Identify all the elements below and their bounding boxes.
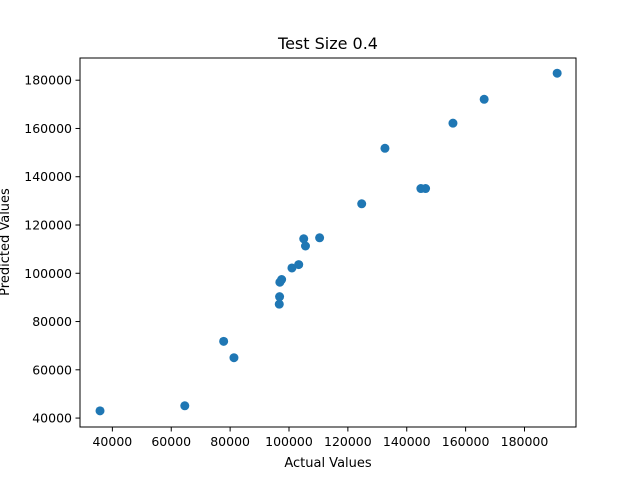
y-tick-label: 160000 (24, 121, 72, 136)
data-point (421, 184, 431, 194)
data-point (448, 118, 458, 128)
chart-title: Test Size 0.4 (277, 34, 378, 53)
x-tick-label: 100000 (265, 434, 313, 449)
y-tick-label: 140000 (24, 169, 72, 184)
x-tick-label: 60000 (151, 434, 191, 449)
y-tick-label: 80000 (32, 314, 72, 329)
data-point (274, 299, 284, 309)
data-point (380, 143, 390, 153)
y-tick-label: 60000 (32, 362, 72, 377)
x-tick-label: 160000 (442, 434, 490, 449)
data-point (479, 94, 489, 104)
y-tick-label: 180000 (24, 73, 72, 88)
x-tick-label: 120000 (324, 434, 372, 449)
data-point (287, 263, 297, 273)
data-point (275, 292, 285, 302)
x-axis-label: Actual Values (284, 456, 372, 471)
data-point (294, 260, 304, 270)
x-tick-label: 180000 (501, 434, 549, 449)
plot-frame (79, 57, 577, 428)
points-layer (95, 68, 562, 416)
x-tick-label: 40000 (92, 434, 132, 449)
data-point (315, 233, 325, 243)
data-point (229, 353, 239, 363)
data-point (357, 199, 367, 209)
data-point (299, 234, 309, 244)
data-point (277, 275, 287, 285)
data-point (180, 401, 190, 411)
y-tick-label: 100000 (24, 266, 72, 281)
data-point (219, 336, 229, 346)
x-tick-label: 140000 (383, 434, 431, 449)
y-axis-label: Predicted Values (0, 188, 13, 296)
y-tick-label: 120000 (24, 218, 72, 233)
data-point (300, 241, 310, 251)
y-tick-label: 40000 (32, 411, 72, 426)
x-tick-label: 80000 (210, 434, 250, 449)
data-point (552, 68, 562, 78)
data-point (95, 406, 105, 416)
y-axis-ticks: 40000 60000 80000 100000 120000 140000 160000 1… (24, 73, 80, 426)
x-axis-ticks: 40000 60000 80000 100000 120000 140000 160000 1… (92, 427, 548, 449)
